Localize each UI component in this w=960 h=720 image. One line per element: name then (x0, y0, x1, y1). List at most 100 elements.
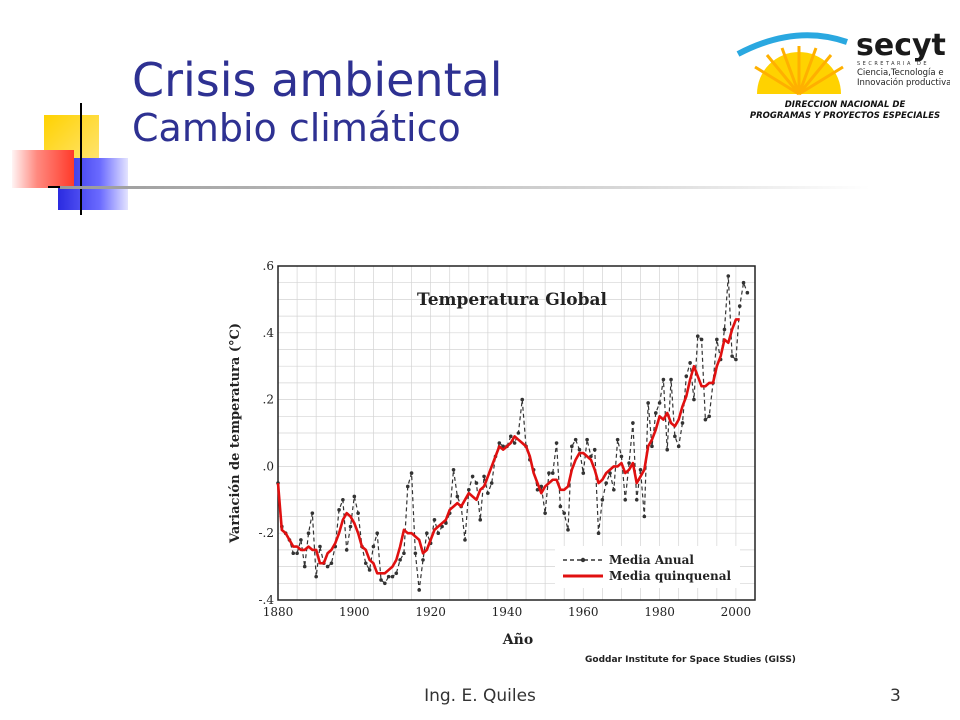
plot-frame (277, 265, 756, 601)
x-tick-labels: 1880 1900 1920 1940 1960 1980 2000 (263, 605, 751, 619)
logo-arc-icon (736, 32, 848, 57)
annual-point (356, 511, 360, 515)
annual-point (638, 467, 643, 472)
y-tick-labels: .6 .4 .2 .0 -.2 -.4 (258, 259, 274, 607)
annual-point (695, 334, 700, 338)
annual-point (474, 481, 479, 485)
annual-point (615, 437, 620, 442)
y-tick-label: .4 (263, 326, 275, 340)
annual-point (562, 511, 566, 515)
annual-point (348, 524, 353, 529)
annual-point (421, 558, 425, 562)
annual-point (634, 498, 639, 502)
annual-point (302, 564, 307, 569)
annual-point (489, 481, 494, 485)
slide-title: Crisis ambiental (132, 53, 503, 107)
annual-point (367, 568, 372, 572)
annual-point (482, 474, 486, 479)
x-tick-label: 1900 (339, 605, 370, 619)
annual-point (566, 528, 570, 532)
annual-point (478, 518, 483, 522)
annual-point (337, 508, 341, 512)
annual-point (722, 327, 727, 332)
annual-point (371, 544, 376, 549)
chart-source: Goddar Institute for Space Studies (GISS… (585, 655, 796, 665)
y-tick-label: -.2 (258, 526, 274, 540)
annual-point (726, 274, 731, 278)
annual-point (680, 421, 685, 425)
annual-point (432, 518, 437, 522)
secyt-logo: secyt SECRETARIA DE Ciencia,Tecnología e… (736, 28, 950, 121)
annual-point (650, 444, 654, 449)
series-five-year-line (276, 318, 740, 575)
annual-point (631, 421, 635, 425)
annual-point (543, 511, 547, 515)
annual-point (703, 417, 708, 422)
annual-point (604, 481, 608, 485)
annual-point (467, 487, 471, 492)
logo-name: secyt (856, 28, 946, 63)
x-tick-label: 1980 (644, 605, 675, 619)
annual-point (295, 551, 299, 556)
annual-point (737, 304, 742, 308)
annual-point (676, 444, 681, 449)
logo-line1: Ciencia,Tecnología e (857, 68, 944, 78)
chart-legend: Media Anual Media quinquenal (555, 546, 740, 588)
annual-point (470, 474, 475, 479)
y-axis-label: Variación de temperatura (°C) (228, 323, 243, 544)
annual-point (409, 471, 414, 475)
annual-point (554, 441, 559, 445)
series-layer (276, 274, 750, 592)
annual-point (653, 411, 658, 415)
annual-point (508, 434, 513, 439)
chart-container: .6 .4 .2 .0 -.2 -.4 1880 1900 1920 1940 1960 1980 2… (205, 248, 805, 668)
annual-point (291, 551, 296, 556)
page-number: 3 (890, 686, 901, 706)
annual-point (363, 561, 368, 566)
annual-point (318, 544, 322, 549)
annual-point (425, 531, 429, 535)
annual-point (699, 337, 704, 342)
x-tick-label: 2000 (721, 605, 752, 619)
annual-point (405, 484, 410, 489)
annual-point (581, 471, 586, 475)
annual-point (612, 487, 616, 492)
annual-point (623, 498, 628, 502)
annual-point (646, 401, 650, 405)
annual-point (352, 494, 357, 499)
annual-point (585, 437, 589, 442)
annual-point (707, 414, 712, 419)
annual-point (497, 441, 502, 445)
annual-point (741, 280, 746, 285)
annual-point (669, 377, 673, 382)
annual-point (394, 571, 399, 576)
annual-point (627, 461, 631, 465)
annual-point (592, 447, 597, 452)
annual-point (375, 531, 380, 535)
annual-point (436, 531, 441, 535)
x-tick-label: 1940 (492, 605, 523, 619)
x-tick-label: 1960 (568, 605, 599, 619)
annual-point (299, 538, 303, 542)
annual-point (688, 361, 692, 365)
annual-point (306, 531, 311, 535)
annual-point (692, 397, 696, 402)
annual-point (745, 290, 750, 295)
annual-point (413, 551, 418, 556)
logo-line2: Innovación productiva (857, 77, 950, 88)
annual-point (570, 444, 574, 449)
annual-point (661, 377, 666, 382)
logo-tagline: SECRETARIA DE (857, 61, 929, 67)
annual-point (486, 491, 490, 495)
annual-point (619, 454, 624, 459)
annual-point (715, 337, 719, 342)
x-tick-label: 1880 (263, 605, 294, 619)
annual-point (558, 504, 563, 509)
slide-subtitle: Cambio climático (132, 106, 461, 150)
annual-point (512, 441, 517, 445)
annual-point (730, 354, 734, 358)
annual-point (455, 494, 460, 499)
annual-point (383, 581, 387, 586)
title-underline (60, 186, 870, 189)
logo-org1: DIRECCION NACIONAL DE (785, 100, 906, 110)
